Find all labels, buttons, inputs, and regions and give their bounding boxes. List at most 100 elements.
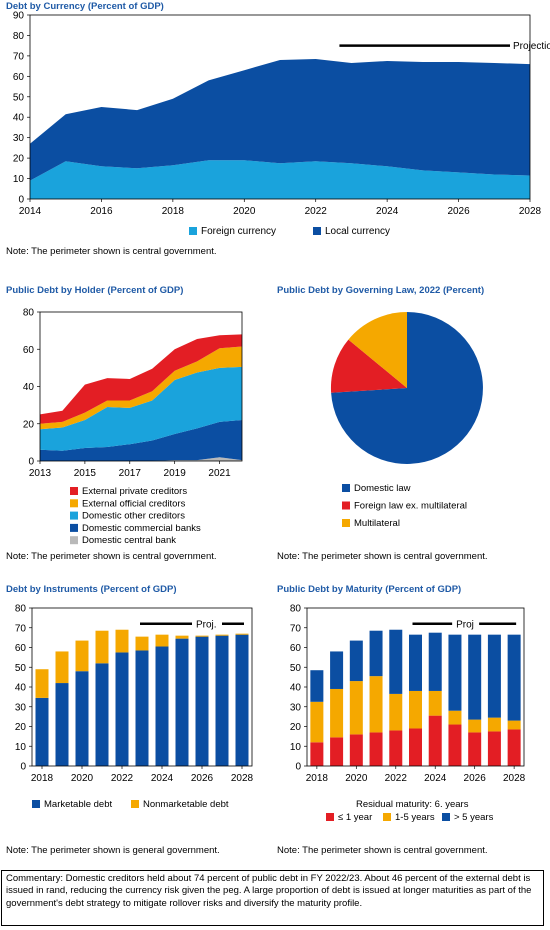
holder-chart-title: Public Debt by Holder (Percent of GDP) [6,285,184,296]
y-tick-label: 80 [23,308,35,319]
y-tick-label: 50 [15,663,27,674]
y-tick-label: 0 [20,762,26,773]
legend-label: Foreign currency [201,226,276,237]
bar-segment--5-years-2019 [330,651,344,689]
bar-segment--1-year-2018 [310,742,324,766]
bar-segment-1-5-years-2019 [330,688,344,738]
bar-segment-nonmarketable-debt-2019 [55,651,69,684]
bar-segment-1-5-years-2028 [507,720,521,730]
y-tick-label: 10 [13,174,25,185]
bar-segment-nonmarketable-debt-2022 [115,629,129,653]
legend-label: Local currency [325,226,390,237]
legend-label: Nonmarketable debt [143,799,229,810]
bar-segment-1-5-years-2020 [349,681,363,735]
y-tick-label: 40 [290,683,302,694]
area-series-domestic-other-creditors [40,366,242,451]
y-tick-label: 20 [290,722,302,733]
x-tick-label: 2022 [305,206,328,217]
bar-segment-nonmarketable-debt-2021 [95,630,109,664]
legend-swatch [70,511,78,520]
bar-segment-nonmarketable-debt-2024 [155,634,169,647]
x-tick-label: 2018 [162,206,185,217]
legend-label: Marketable debt [44,799,112,810]
y-tick-label: 70 [13,51,25,62]
bar-segment-1-5-years-2025 [448,710,462,725]
x-tick-label: 2018 [306,773,329,784]
x-tick-label: 2024 [376,206,399,217]
x-tick-label: 2019 [164,468,187,479]
area-series-external-official-creditors [40,346,242,430]
bar-segment-marketable-debt-2018 [35,697,49,766]
y-tick-label: 10 [15,742,27,753]
pie-slice-foreign-law-ex-multilateral [330,339,407,393]
y-tick-label: 0 [28,457,34,468]
bar-segment--5-years-2020 [349,640,363,682]
legend-label: ≤ 1 year [338,812,372,823]
bar-segment-1-5-years-2018 [310,701,324,743]
y-tick-label: 20 [15,722,27,733]
bar-segment-1-5-years-2024 [428,690,442,716]
bar-segment--1-year-2028 [507,729,521,766]
legend-label: Domestic central bank [82,535,176,546]
legend-label: > 5 years [454,812,494,823]
legend-label: Domestic law [354,483,411,494]
x-tick-label: 2026 [464,773,487,784]
bar-segment-marketable-debt-2023 [135,650,149,766]
legend-label: Foreign law ex. multilateral [354,501,467,512]
legend-swatch [70,536,78,545]
instruments-chart-title: Debt by Instruments (Percent of GDP) [6,584,177,595]
law-chart-note: Note: The perimeter shown is central gov… [277,551,488,562]
x-tick-label: 2020 [345,773,368,784]
bar-segment--5-years-2018 [310,670,324,702]
bar-segment-marketable-debt-2022 [115,652,129,766]
instruments-chart: 0 10 20 30 40 50 60 70 80 2018 2020 2022 2024 2026 202… [15,604,254,811]
bar-segment--1-year-2019 [330,737,344,766]
bar-segment--5-years-2026 [468,634,482,720]
projection-label: Proj. [196,619,217,630]
bar-segment-marketable-debt-2027 [215,635,229,766]
y-tick-label: 50 [290,663,302,674]
area-series-external-private-creditors [40,334,242,424]
y-tick-label: 80 [13,31,25,42]
bar-segment-marketable-debt-2028 [235,634,249,766]
y-tick-label: 0 [295,762,301,773]
bar-segment-1-5-years-2022 [389,693,403,731]
x-tick-label: 2028 [503,773,526,784]
bar-segment-nonmarketable-debt-2020 [75,640,89,672]
pie-slice-domestic-law [331,312,483,464]
legend-label: Domestic commercial banks [82,523,201,534]
x-tick-label: 2024 [151,773,174,784]
legend-swatch [442,813,450,821]
legend-swatch [342,519,350,527]
y-tick-label: 60 [23,345,35,356]
y-tick-label: 90 [13,11,25,22]
bar-segment--1-year-2022 [389,730,403,766]
bar-segment--5-years-2022 [389,629,403,694]
x-tick-label: 2015 [74,468,97,479]
x-tick-label: 2014 [19,206,42,217]
bar-segment--1-year-2027 [487,731,501,766]
bar-segment-marketable-debt-2025 [175,638,189,766]
bar-segment--1-year-2021 [369,732,383,766]
bar-segment-1-5-years-2023 [409,690,422,729]
x-tick-label: 2021 [208,468,231,479]
legend-title: Residual maturity: 6. years [356,799,469,810]
bar-segment--5-years-2027 [487,634,501,718]
bar-segment-marketable-debt-2024 [155,646,169,766]
y-tick-label: 30 [15,702,27,713]
y-tick-label: 60 [15,643,27,654]
x-tick-label: 2028 [519,206,542,217]
currency-chart: 0 10 20 30 40 50 60 70 80 90 2014 2016 2018 2020 2022 2… [13,11,550,238]
y-tick-label: 60 [13,72,25,83]
holder-chart-note: Note: The perimeter shown is central gov… [6,551,217,562]
x-tick-label: 2017 [119,468,142,479]
maturity-chart: 0 10 20 30 40 50 60 70 80 2018 2020 2022 2024 2026 202… [290,604,526,824]
y-tick-label: 50 [13,92,25,103]
commentary-box: Commentary: Domestic creditors held abou… [1,870,544,926]
y-tick-label: 20 [23,419,35,430]
bar-segment-nonmarketable-debt-2025 [175,635,189,639]
instruments-chart-note: Note: The perimeter shown is general gov… [6,845,220,856]
x-tick-label: 2020 [71,773,94,784]
maturity-chart-title: Public Debt by Maturity (Percent of GDP) [277,584,462,595]
x-tick-label: 2024 [424,773,447,784]
